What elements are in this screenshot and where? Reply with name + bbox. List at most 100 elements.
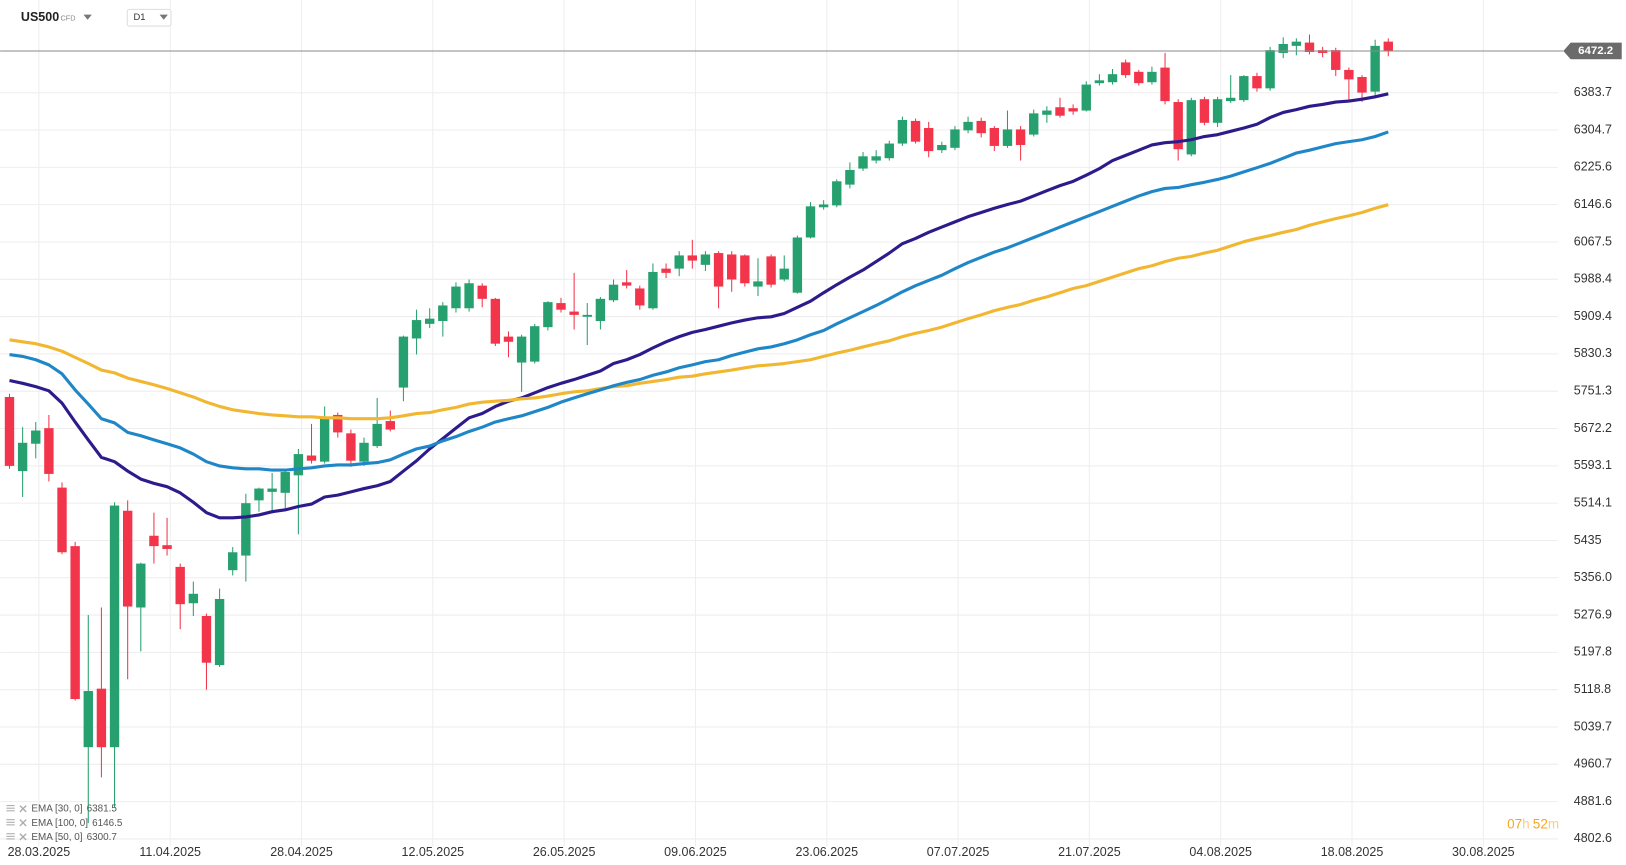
countdown-minutes: 52 [1533,816,1548,831]
timeframe-dropdown[interactable] [159,14,168,20]
candle-body [306,455,317,461]
candle-body [228,552,238,571]
candle-body [530,326,540,362]
legend-remove[interactable] [19,805,27,813]
candle-body [319,416,330,462]
timeframe-box[interactable] [126,8,172,27]
candle-body [254,488,264,501]
candle-body [569,311,579,315]
ema-line [9,203,1389,421]
candle-body [1147,71,1157,83]
timeframe[interactable]: D1 [134,12,146,22]
candle-body [1134,71,1144,84]
x-tick-label: 11.04.2025 [139,845,201,859]
last-price-label: 6472.2 [1578,45,1613,57]
candle-body [477,285,487,299]
candle-body [687,255,698,261]
legend-value: 6381.5 [87,803,118,814]
candle-body [1304,42,1315,53]
last-price-box [1563,42,1622,60]
candle-body [1199,99,1210,123]
y-tick-label: 4881.6 [1574,794,1612,808]
candle-body [241,503,251,556]
candle-body [661,268,671,273]
candle-body [162,545,172,549]
candle-body [57,487,67,553]
candle-body [1357,77,1367,93]
candle-body [175,566,185,605]
candle-body [1015,129,1026,145]
candle-body [201,615,212,663]
candle-body [1160,67,1170,102]
x-tick-label: 04.08.2025 [1189,845,1252,859]
x-tick-label: 18.08.2025 [1321,845,1384,859]
legend-remove[interactable] [19,819,27,827]
candle-body [96,688,107,748]
candle-body [136,563,146,608]
candle-body [70,546,80,700]
candle-body [464,283,474,309]
candle-body [648,271,658,309]
candle-body [937,144,947,151]
candle-body [214,598,225,666]
grid [0,0,1559,847]
candle-body [608,284,619,301]
y-tick-label: 5988.4 [1574,272,1612,286]
candle-body [753,281,763,287]
y-tick-label: 6383.7 [1574,85,1612,99]
candle-body [845,169,855,185]
candle-body [700,254,711,265]
candle-body [372,423,382,447]
candle-body [805,206,816,238]
legend-entry: EMA [50, 0] 6300.7 [31,831,117,842]
symbol[interactable]: US500 [21,10,59,24]
candle-body [1029,113,1039,135]
candle-body [1002,129,1013,146]
symbol-dropdown[interactable] [83,14,92,20]
y-tick-label: 6067.5 [1574,234,1612,248]
x-tick-label: 07.07.2025 [927,845,990,859]
candle-body [490,298,501,344]
candle-body [740,255,750,284]
candle-body [1120,62,1131,76]
candle-body [451,286,461,309]
legend-name: EMA [50, 0] [31,831,82,842]
candle-body [1186,100,1196,155]
candle-body [109,505,120,748]
y-tick-label: 5118.8 [1574,682,1611,696]
candle-body [359,442,369,462]
legend-value: 6146.5 [92,817,123,828]
candle-body [543,302,553,328]
legend-entry: EMA [100, 0] 6146.5 [31,817,123,828]
y-tick-label: 5356.0 [1574,570,1612,584]
candle-body [923,127,934,152]
candle-body [858,156,868,169]
candle-body [398,336,409,388]
countdown-m: m [1548,816,1559,831]
y-tick-label: 5672.2 [1574,421,1612,435]
x-tick-label: 26.05.2025 [533,845,596,859]
candle-body [1212,99,1223,123]
candle-body [333,414,343,433]
x-tick-label: 28.03.2025 [8,845,71,859]
legend-remove[interactable] [19,833,27,841]
y-tick-label: 5830.3 [1574,346,1612,360]
legend-value: 6300.7 [87,831,117,842]
candle-body [766,256,776,285]
candle-body [832,181,842,206]
candle-body [910,120,921,142]
candle-body [1094,80,1105,84]
x-tick-label: 28.04.2025 [270,845,333,859]
countdown-h: h [1522,816,1530,831]
candle-body [411,320,422,339]
candle-body [4,396,15,466]
candle-body [1107,74,1118,83]
x-tick-label: 23.06.2025 [795,845,858,859]
candle-body [950,129,960,148]
candle-body [31,430,41,444]
candle-body [1383,41,1393,51]
y-tick-label: 4802.6 [1574,831,1612,845]
legend-name: EMA [30, 0] [31,803,82,814]
candle-body [976,120,986,134]
